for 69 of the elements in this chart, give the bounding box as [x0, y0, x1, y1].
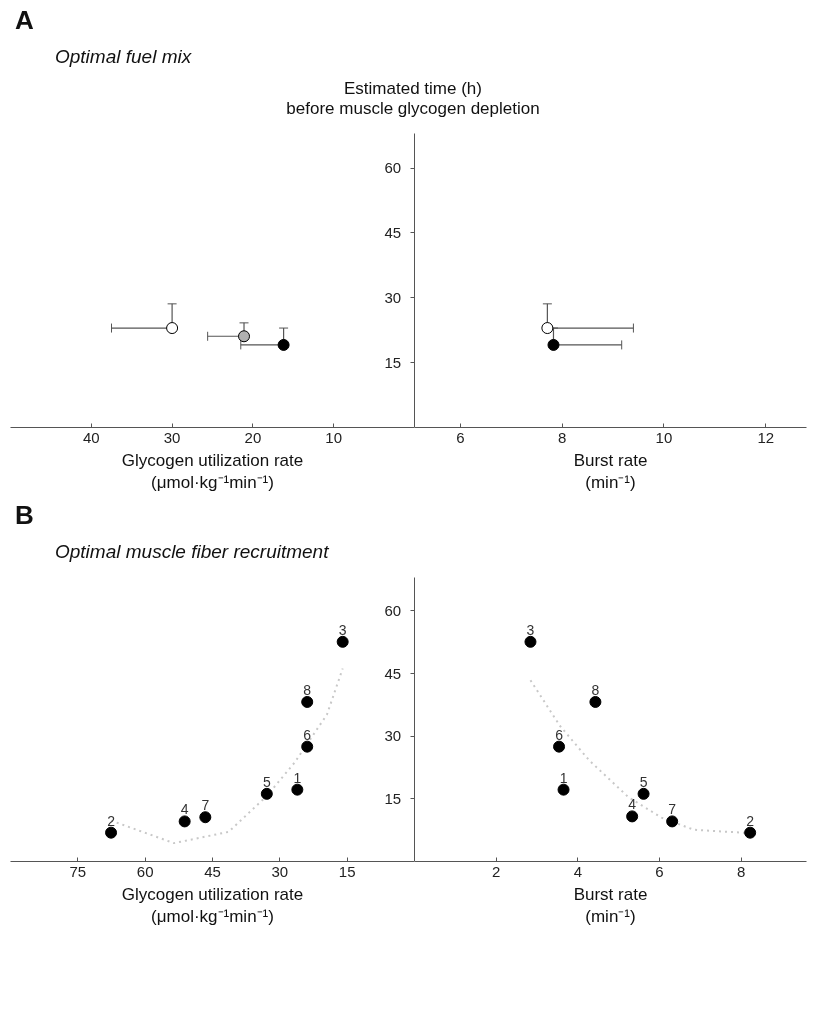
point: [666, 815, 679, 828]
point: [166, 321, 179, 334]
point: [301, 740, 314, 753]
x-tick-label: 10: [655, 428, 673, 446]
y-tick-label: 60: [384, 601, 402, 619]
annotation: 5: [262, 773, 271, 790]
x-tick-label: 12: [757, 428, 775, 446]
point: [277, 338, 290, 351]
x-tick-label: 45: [204, 862, 221, 880]
chart-subtitle: Optimal fuel mix: [55, 46, 192, 69]
x-tick-label: 40: [82, 428, 100, 446]
annotation: 7: [668, 801, 677, 818]
point: [105, 826, 118, 839]
y-tick-label: 45: [384, 223, 402, 241]
annotation: 2: [107, 812, 116, 829]
point: [553, 740, 566, 753]
point: [557, 783, 570, 796]
annotation: 1: [293, 769, 302, 786]
x-tick-label: 6: [456, 428, 465, 446]
point: [178, 815, 191, 828]
x-tick-label: 10: [325, 428, 343, 446]
y-tick-label: 45: [384, 664, 402, 682]
x-tick-label: 8: [557, 428, 567, 446]
x-tick-label: 30: [271, 862, 289, 880]
chart-title: B: [15, 499, 34, 531]
x-tick-label: 60: [136, 862, 154, 880]
y-tick-label: 30: [384, 726, 402, 744]
y-tick-label: 15: [384, 789, 402, 807]
point: [336, 635, 349, 648]
x-tick-label: 30: [163, 428, 181, 446]
point: [524, 635, 537, 648]
chart-title: A: [15, 5, 34, 37]
annotation: 5: [639, 773, 648, 790]
point: [637, 787, 650, 800]
point: [291, 783, 304, 796]
annotation: 8: [303, 681, 312, 698]
x-tick-label: 4: [573, 862, 583, 880]
chart-subtitle: Optimal muscle fiber recruitment: [55, 540, 329, 564]
y-tick-label: 60: [384, 158, 402, 176]
annotation: 7: [201, 796, 210, 813]
x-tick-label: 2: [492, 862, 501, 880]
x-tick-label: 8: [737, 862, 746, 880]
annotation: 6: [303, 726, 312, 743]
y-axis-title: Estimated time (h) before muscle glycogen depletion: [286, 78, 540, 120]
annotation: 1: [559, 769, 568, 786]
point: [199, 810, 212, 823]
annotation: 3: [526, 621, 535, 638]
y-tick-label: 30: [384, 288, 402, 306]
x-tick-label: 20: [244, 428, 262, 446]
point: [238, 330, 251, 343]
annotation: 4: [628, 796, 637, 813]
y-tick-label: 15: [384, 353, 402, 371]
annotation: 3: [338, 621, 347, 638]
point: [744, 826, 757, 839]
point: [260, 787, 273, 800]
x-tick-label: 75: [69, 862, 87, 880]
point: [589, 695, 602, 708]
x-axis-title: Burst rate (min⁻¹): [573, 884, 648, 927]
x-tick-label: 15: [338, 862, 356, 880]
x-axis-title: Glycogen utilization rate (μmol·kg⁻¹min⁻¹): [121, 884, 304, 927]
annotation: 2: [746, 812, 755, 829]
x-axis-title: Burst rate (min⁻¹): [573, 450, 648, 493]
x-tick-label: 6: [655, 862, 664, 880]
point: [626, 810, 639, 823]
annotation: 4: [180, 801, 189, 818]
point: [301, 695, 314, 708]
annotation: 8: [591, 681, 600, 698]
x-axis-title: Glycogen utilization rate (μmol·kg⁻¹min⁻¹): [121, 450, 304, 493]
annotation: 6: [555, 726, 564, 743]
